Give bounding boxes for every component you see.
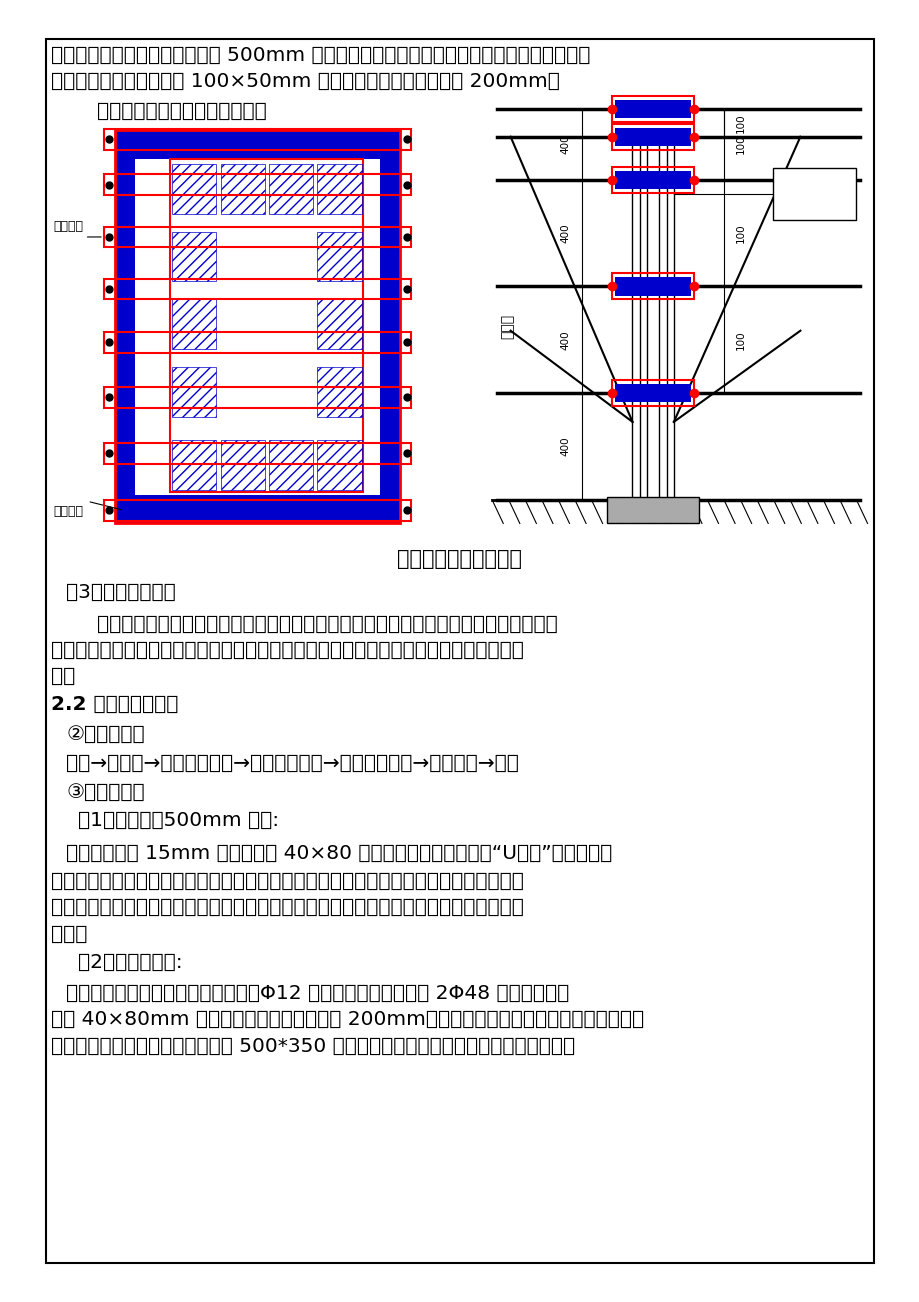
Bar (268, 164, 312, 214)
Bar (614, 100, 691, 118)
Bar (612, 380, 694, 406)
Bar (772, 168, 855, 220)
Text: 堂架连接。模板制作完成后按间距 500*350 钒孔。为避免割除螺杆时在墙上留下的痕迹影: 堂架连接。模板制作完成后按间距 500*350 钒孔。为避免割除螺杆时在墙上留下… (51, 1036, 574, 1056)
Text: （3）、柱根部处理: （3）、柱根部处理 (66, 583, 176, 603)
Bar (317, 367, 361, 417)
Text: 浆。: 浆。 (51, 667, 74, 686)
Bar (614, 171, 691, 189)
Bar (614, 384, 691, 402)
Text: 100: 100 (735, 134, 744, 155)
Bar (46, 39, 873, 1263)
Bar (172, 440, 216, 490)
Bar (317, 440, 361, 490)
Bar (612, 273, 694, 299)
Bar (104, 279, 411, 299)
Bar (115, 130, 400, 523)
Bar (172, 164, 216, 214)
Text: 100: 100 (735, 329, 744, 350)
Text: 为防止柱根部出现烂根现象，柱墙根部周围混凝土应严格控制平整度，在模板安装时，: 为防止柱根部出现烂根现象，柱墙根部周围混凝土应严格控制平整度，在模板安装时， (96, 615, 557, 634)
Bar (317, 299, 361, 349)
Bar (115, 495, 400, 523)
Bar (607, 497, 698, 523)
Text: 放线→焊限位→安设洞口模板→安装外侧模板→安装内侧模板→调整固定→预检: 放线→焊限位→安设洞口模板→安装外侧模板→安装内侧模板→调整固定→预检 (66, 754, 518, 773)
Bar (317, 164, 361, 214)
Text: ②、施工流程: ②、施工流程 (66, 725, 144, 745)
Text: 槽钢抱箍: 槽钢抱箍 (53, 505, 84, 518)
Text: 钢管包柱: 钢管包柱 (799, 187, 828, 201)
Text: 樞为 40×80mm 的木枹，其中木枹中心间距 200mm。为防止模板倒覆，加锂管快拆头并与满: 樞为 40×80mm 的木枹，其中木枹中心间距 200mm。为防止模板倒覆，加锂… (51, 1010, 643, 1030)
Bar (172, 367, 216, 417)
Bar (612, 96, 694, 122)
Bar (614, 128, 691, 146)
Text: 三、四、五道柱箍，然后每间隔 500mm 安装一道柱箍。柱箍就位后，调整定位及垂直度后，: 三、四、五道柱箍，然后每间隔 500mm 安装一道柱箍。柱箍就位后，调整定位及垂… (51, 46, 589, 65)
Text: （2）剪力墙模板:: （2）剪力墙模板: (78, 953, 183, 973)
Bar (104, 500, 411, 521)
Text: 所有柱根部加设垫海绵条，并用素水泥掺早强剂调成胶状用灰刀填补密实，以防止根部漏: 所有柱根部加设垫海绵条，并用素水泥掺早强剂调成胶状用灰刀填补密实，以防止根部漏 (51, 641, 523, 660)
Bar (221, 164, 265, 214)
Bar (115, 130, 400, 159)
Bar (380, 130, 400, 523)
Bar (104, 387, 411, 408)
Bar (104, 443, 411, 464)
Text: 100: 100 (735, 223, 744, 243)
Text: 满堂架: 满堂架 (500, 314, 515, 340)
Text: 2.2 剪力墙模板施工: 2.2 剪力墙模板施工 (51, 695, 177, 715)
Text: 柱模板安装支撒示意图: 柱模板安装支撒示意图 (397, 549, 522, 569)
Text: 400: 400 (561, 223, 570, 243)
Bar (104, 227, 411, 247)
Bar (104, 174, 411, 195)
Text: 400: 400 (561, 436, 570, 457)
Bar (172, 232, 216, 281)
Text: 撑进行加固，具体详见下图所示。在外墙的水平施工缝处，采用在剪力墙紖向锂筋上焊接: 撑进行加固，具体详见下图所示。在外墙的水平施工缝处，采用在剪力墙紖向锂筋上焊接 (51, 872, 523, 892)
Bar (612, 167, 694, 193)
Text: 400: 400 (561, 134, 570, 155)
Bar (612, 124, 694, 150)
Text: 定位锂筋的方法进行固定橡胶止水带，为防止模板倒覆，在高导墙施工时，用锂管脚手架: 定位锂筋的方法进行固定橡胶止水带，为防止模板倒覆，在高导墙施工时，用锂管脚手架 (51, 898, 523, 918)
Bar (172, 299, 216, 349)
Bar (104, 129, 411, 150)
Bar (115, 130, 135, 523)
Bar (268, 440, 312, 490)
Bar (170, 159, 363, 492)
Text: 外墙模板采用 15mm 厚木模板及 40×80 木枹制作，采用木枹制作“U型箍”结合锂管支: 外墙模板采用 15mm 厚木模板及 40×80 木枹制作，采用木枹制作“U型箍”… (66, 844, 612, 863)
Text: 固定。: 固定。 (51, 924, 87, 944)
Text: 100: 100 (735, 113, 744, 133)
Text: （1）高导墙（500mm 高）:: （1）高导墙（500mm 高）: (78, 811, 279, 831)
Text: ③、施工方法: ③、施工方法 (66, 783, 144, 802)
Bar (221, 440, 265, 490)
Text: 400: 400 (561, 329, 570, 350)
Text: 柱模安装加固示意图详见下图。: 柱模安装加固示意图详见下图。 (96, 102, 267, 121)
Bar (317, 232, 361, 281)
Text: 地下室外墙模板支设采用带止水片的Φ12 对拉螺杆，横向背樞为 2Φ48 锂管，紖向背: 地下室外墙模板支设采用带止水片的Φ12 对拉螺杆，横向背樞为 2Φ48 锂管，紖… (66, 984, 569, 1004)
Bar (104, 332, 411, 353)
Bar (614, 277, 691, 296)
Text: 用螺帽拧紧，紖向背樞为 100×50mm 的木枹，其中木枹中心间距 200mm。: 用螺帽拧紧，紖向背樞为 100×50mm 的木枹，其中木枹中心间距 200mm。 (51, 72, 559, 91)
Text: 对拉螺杆: 对拉螺杆 (53, 220, 84, 233)
